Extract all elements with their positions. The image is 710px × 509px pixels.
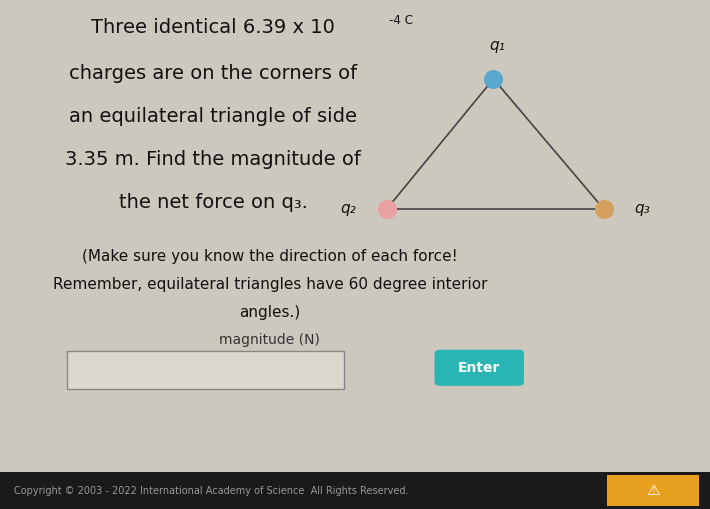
Text: q₁: q₁ xyxy=(489,38,505,53)
FancyBboxPatch shape xyxy=(67,351,344,389)
FancyBboxPatch shape xyxy=(0,472,710,509)
Text: an equilateral triangle of side: an equilateral triangle of side xyxy=(69,107,357,126)
Text: the net force on q₃.: the net force on q₃. xyxy=(119,193,307,212)
Text: charges are on the corners of: charges are on the corners of xyxy=(69,64,357,82)
Text: magnitude (N): magnitude (N) xyxy=(219,333,320,348)
Point xyxy=(598,205,609,213)
Text: q₃: q₃ xyxy=(635,201,650,216)
Point xyxy=(488,75,499,83)
Text: Copyright © 2003 - 2022 International Academy of Science  All Rights Reserved.: Copyright © 2003 - 2022 International Ac… xyxy=(14,486,409,496)
Text: angles.): angles.) xyxy=(239,305,300,320)
Text: Remember, equilateral triangles have 60 degree interior: Remember, equilateral triangles have 60 … xyxy=(53,277,487,292)
Text: q₂: q₂ xyxy=(340,201,356,216)
Text: Enter: Enter xyxy=(458,361,501,375)
Text: ⚠: ⚠ xyxy=(646,483,660,498)
FancyBboxPatch shape xyxy=(435,350,524,386)
FancyBboxPatch shape xyxy=(607,475,699,506)
Text: Three identical 6.39 x 10: Three identical 6.39 x 10 xyxy=(91,18,335,37)
Text: (Make sure you know the direction of each force!: (Make sure you know the direction of eac… xyxy=(82,249,458,264)
Point xyxy=(381,205,393,213)
Text: 3.35 m. Find the magnitude of: 3.35 m. Find the magnitude of xyxy=(65,150,361,169)
Text: -4 C: -4 C xyxy=(389,14,413,27)
